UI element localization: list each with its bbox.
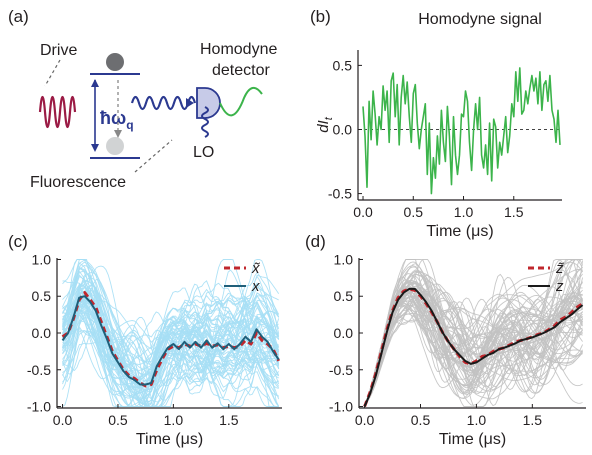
- fluorescence-photon-wave-icon: [130, 95, 197, 111]
- plot-area-d: [363, 259, 584, 408]
- y-tick-label-c-2: 0.0: [32, 325, 52, 341]
- y-tick-label-d-0: 1.0: [334, 251, 354, 267]
- y-tick-label-c-4: -1.0: [27, 399, 51, 415]
- trajectory-line-d-48: [364, 269, 583, 407]
- homodyne-detector-label-line1: Homodyne: [200, 41, 277, 58]
- chart-title-b: Homodyne signal: [418, 11, 542, 28]
- hbar-omega-label: ħωq: [100, 108, 134, 132]
- legend-label-c-0: x̃: [251, 260, 261, 277]
- ground-state-atom-icon: [106, 137, 124, 155]
- decay-arrow-icon: [114, 130, 122, 138]
- series-line-d-true: [363, 287, 584, 407]
- x-tick-label-c-1: 0.5: [108, 412, 128, 428]
- trajectory-line-c-47: [62, 309, 280, 407]
- trajectory-line-d-69: [364, 273, 583, 407]
- trajectory-line-c-50: [62, 304, 280, 382]
- trajectory-line-d-55: [364, 300, 584, 407]
- trajectory-line-c-67: [62, 284, 279, 407]
- x-tick-label-b-1: 0.5: [404, 204, 424, 220]
- local-oscillator-wave-icon: [201, 106, 209, 138]
- panel-c-chart: 0.0 0.5 1.0 1.5 1.0 0.5 0.0 -0.5 -1.0 Time (μs) x̃…: [27, 251, 282, 448]
- trajectory-line-c-57: [62, 301, 280, 407]
- x-tick-label-c-0: 0.0: [53, 412, 73, 428]
- drive-wave-icon: [38, 95, 77, 129]
- transition-arrow-up-icon: [91, 79, 99, 87]
- y-tick-label-d-4: -1.0: [329, 399, 353, 415]
- trajectory-line-c-68: [62, 301, 280, 399]
- fluorescence-leader-line: [134, 139, 173, 173]
- legend-label-d-1: z: [555, 278, 564, 295]
- x-tick-label-d-3: 1.5: [523, 412, 543, 428]
- trajectory-line-d-56: [364, 266, 583, 407]
- trajectory-line-c-14: [62, 292, 279, 392]
- x-axis-label-d: Time (μs): [439, 431, 506, 448]
- x-tick-label-d-0: 0.0: [355, 412, 375, 428]
- plot-area-c: [61, 259, 281, 407]
- y-tick-label-d-2: 0.0: [334, 325, 354, 341]
- excited-state-atom-icon: [106, 53, 124, 71]
- y-tick-label-c-3: -0.5: [27, 362, 51, 378]
- fluorescence-label: Fluorescence: [30, 174, 126, 191]
- y-tick-label-d-3: -0.5: [329, 362, 353, 378]
- legend-label-d-0: z̃: [555, 260, 565, 277]
- x-axis-label-b: Time (μs): [426, 223, 493, 240]
- x-tick-label-b-2: 1.0: [454, 204, 474, 220]
- panel-a-label: (a): [8, 7, 29, 26]
- x-tick-label-c-2: 1.0: [164, 412, 184, 428]
- x-axis-label-c: Time (μs): [136, 431, 203, 448]
- y-tick-label-c-0: 1.0: [32, 251, 52, 267]
- series-line-c-estimate: [61, 291, 281, 388]
- series-line-c-true: [61, 295, 280, 386]
- trajectory-line-c-54: [62, 271, 280, 386]
- panel-a-schematic: (a) Drive ħωq Homodyne detector LO Fluor…: [8, 7, 277, 191]
- panel-d-label: (d): [305, 232, 326, 251]
- drive-leader-line: [44, 59, 61, 87]
- detector-output-signal-icon: [219, 87, 263, 117]
- panel-b-label: (b): [310, 7, 331, 26]
- photon-arrow-icon: [186, 98, 194, 108]
- trajectory-line-c-65: [62, 259, 279, 400]
- y-tick-label-b-0: 0.5: [333, 57, 353, 73]
- panel-d-chart: 0.0 0.5 1.0 1.5 1.0 0.5 0.0 -0.5 -1.0 Time (μs) z̃…: [329, 251, 586, 448]
- plot-area-b: [358, 67, 562, 195]
- y-tick-label-d-1: 0.5: [334, 288, 354, 304]
- trajectory-line-d-68: [364, 288, 583, 407]
- trajectory-line-d-64: [364, 281, 583, 407]
- x-tick-label-d-1: 0.5: [411, 412, 431, 428]
- transition-arrow-down-icon: [91, 144, 99, 152]
- x-tick-label-b-3: 1.5: [504, 204, 524, 220]
- series-line-b-signal: [362, 67, 561, 195]
- trajectory-line-d-60: [364, 269, 583, 407]
- panel-c-label: (c): [8, 232, 28, 251]
- trajectory-line-d-58: [364, 259, 583, 407]
- homodyne-detector-icon: [196, 87, 221, 119]
- x-tick-label-c-3: 1.5: [219, 412, 239, 428]
- x-tick-label-b-0: 0.0: [353, 204, 373, 220]
- homodyne-detector-label-line2: detector: [212, 62, 270, 79]
- lo-label: LO: [193, 144, 214, 161]
- x-tick-label-d-2: 1.0: [467, 412, 487, 428]
- y-tick-label-b-2: -0.5: [328, 186, 352, 202]
- trajectory-line-c-63: [62, 306, 280, 407]
- trajectory-line-d-33: [364, 259, 583, 407]
- trajectory-line-c-66: [62, 286, 280, 368]
- trajectory-line-c-45: [62, 284, 279, 403]
- trajectory-line-d-41: [364, 265, 583, 407]
- trajectory-line-d-67: [364, 285, 583, 407]
- y-tick-label-b-1: 0.0: [333, 121, 353, 137]
- trajectory-line-c-60: [62, 259, 279, 401]
- legend-label-c-1: x: [251, 278, 260, 295]
- y-tick-label-c-1: 0.5: [32, 288, 52, 304]
- drive-label: Drive: [40, 42, 77, 59]
- y-axis-label-b: dIt: [315, 116, 335, 133]
